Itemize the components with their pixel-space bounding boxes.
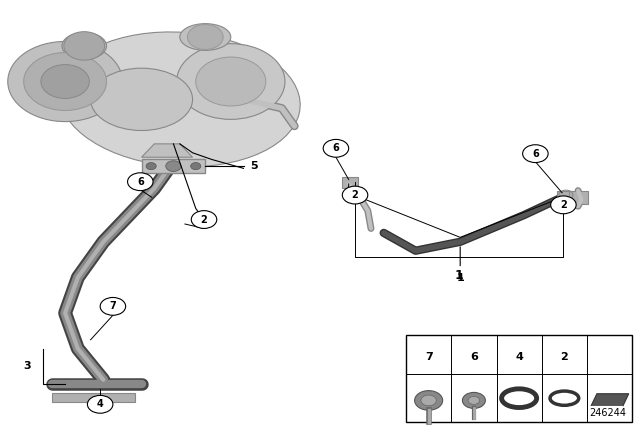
Ellipse shape (510, 394, 528, 403)
Circle shape (64, 32, 104, 60)
Text: 2: 2 (560, 200, 567, 210)
Polygon shape (141, 159, 205, 173)
Polygon shape (557, 190, 575, 204)
Ellipse shape (180, 24, 231, 50)
Circle shape (191, 163, 201, 170)
Text: 6: 6 (470, 352, 478, 362)
Text: 2: 2 (561, 352, 568, 362)
Circle shape (191, 211, 217, 228)
Circle shape (421, 395, 436, 406)
Polygon shape (342, 177, 358, 188)
Ellipse shape (550, 391, 579, 405)
Ellipse shape (60, 32, 300, 167)
Circle shape (24, 52, 106, 111)
Ellipse shape (502, 389, 537, 408)
Circle shape (415, 391, 443, 410)
Text: 6: 6 (532, 149, 539, 159)
Ellipse shape (91, 68, 193, 130)
Polygon shape (52, 393, 135, 402)
Circle shape (8, 42, 122, 121)
Ellipse shape (62, 33, 106, 59)
Circle shape (41, 65, 90, 99)
Circle shape (468, 396, 479, 405)
Text: 4: 4 (515, 352, 523, 362)
Polygon shape (141, 144, 193, 157)
Ellipse shape (557, 395, 572, 401)
Text: 1: 1 (456, 273, 464, 283)
FancyBboxPatch shape (406, 335, 632, 422)
Circle shape (88, 396, 113, 413)
Circle shape (100, 297, 125, 315)
Text: 5: 5 (250, 161, 257, 171)
Polygon shape (568, 190, 588, 204)
Circle shape (463, 392, 485, 409)
Text: 246244: 246244 (589, 408, 626, 418)
Text: 3: 3 (23, 362, 31, 371)
Polygon shape (591, 394, 628, 407)
Circle shape (323, 139, 349, 157)
Circle shape (188, 25, 223, 49)
Text: 4: 4 (97, 399, 104, 409)
Circle shape (177, 44, 285, 119)
Text: 2: 2 (201, 215, 207, 224)
Circle shape (166, 161, 181, 172)
Circle shape (196, 57, 266, 106)
Text: 2: 2 (351, 190, 358, 200)
Text: 6: 6 (137, 177, 143, 187)
Circle shape (523, 145, 548, 163)
Circle shape (342, 186, 368, 204)
Text: 6: 6 (333, 143, 339, 153)
Circle shape (550, 196, 576, 214)
Circle shape (127, 173, 153, 190)
Circle shape (146, 163, 156, 170)
Text: 7: 7 (109, 302, 116, 311)
Text: 1: 1 (454, 268, 463, 281)
Text: 7: 7 (425, 352, 433, 362)
